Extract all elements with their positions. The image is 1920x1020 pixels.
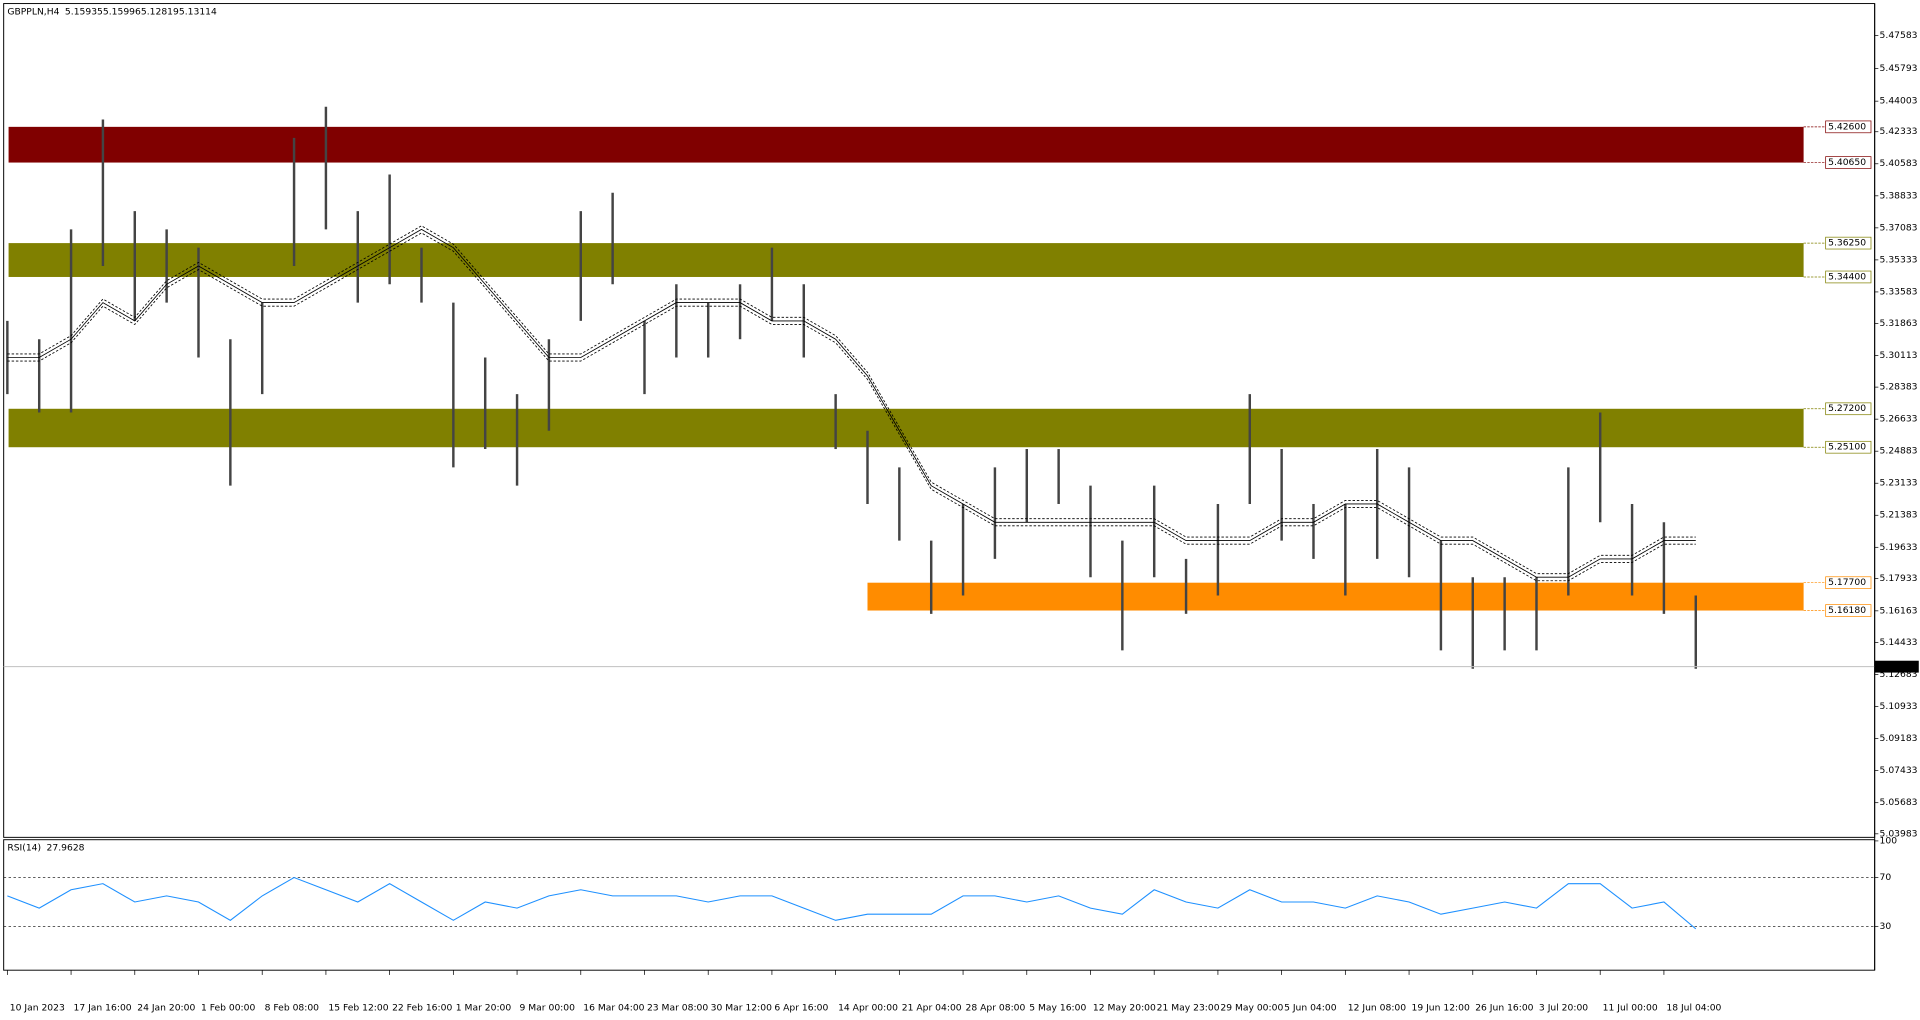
y-tick-label: 5.40583 — [1880, 159, 1918, 169]
zone-label: 5.27200 — [1828, 404, 1866, 414]
y-tick-label: 5.45793 — [1880, 64, 1918, 74]
y-tick-label: 5.17933 — [1880, 574, 1918, 584]
high: 5.15996 — [103, 7, 141, 17]
y-tick-label: 70 — [1880, 873, 1892, 883]
rsi-title: RSI(14) — [7, 844, 41, 854]
zone — [8, 408, 1804, 448]
zone — [867, 582, 1804, 611]
x-tick-label: 17 Jan 16:00 — [74, 1004, 132, 1014]
symbol: GBPPLN,H4 — [7, 7, 59, 17]
y-tick-label: 30 — [1880, 922, 1892, 932]
x-tick-label: 14 Apr 00:00 — [838, 1004, 898, 1014]
zone-label: 5.34400 — [1828, 273, 1866, 283]
x-tick-label: 1 Mar 20:00 — [456, 1004, 512, 1014]
x-tick-label: 30 Mar 12:00 — [711, 1004, 773, 1014]
y-tick-label: 5.26633 — [1880, 415, 1918, 425]
y-tick-label: 5.44003 — [1880, 97, 1918, 107]
y-tick-label: 5.31863 — [1880, 319, 1918, 329]
x-tick-label: 9 Mar 00:00 — [520, 1004, 576, 1014]
y-tick-label: 5.16163 — [1880, 606, 1918, 616]
zone — [8, 126, 1804, 163]
x-tick-label: 24 Jan 20:00 — [137, 1004, 195, 1014]
zone — [8, 243, 1804, 277]
y-tick-label: 100 — [1880, 836, 1898, 846]
x-tick-label: 29 May 00:00 — [1220, 1004, 1283, 1014]
x-tick-label: 12 May 20:00 — [1093, 1004, 1156, 1014]
x-tick-label: 5 May 16:00 — [1029, 1004, 1086, 1014]
ma-line — [7, 228, 1696, 578]
y-tick-label: 5.10933 — [1880, 702, 1918, 712]
x-tick-label: 16 Mar 04:00 — [583, 1004, 645, 1014]
x-tick-label: 23 Mar 08:00 — [647, 1004, 709, 1014]
x-tick-label: 12 Jun 08:00 — [1348, 1004, 1407, 1014]
zone-label: 5.16180 — [1828, 606, 1866, 616]
y-tick-label: 5.12683 — [1880, 670, 1918, 680]
header: GBPPLN,H4 5.15935 5.15996 5.12819 5.1311… — [7, 7, 217, 17]
zone-label: 5.40650 — [1828, 158, 1866, 168]
y-tick-label: 5.35333 — [1880, 255, 1918, 265]
x-tick-label: 19 Jun 12:00 — [1412, 1004, 1471, 1014]
low: 5.12819 — [141, 7, 179, 17]
rsi-frame — [3, 839, 1876, 971]
zone-label-box — [1825, 440, 1872, 454]
y-tick-label: 5.14433 — [1880, 638, 1918, 648]
x-tick-label: 21 May 23:00 — [1157, 1004, 1220, 1014]
y-tick-label: 5.38833 — [1880, 191, 1918, 201]
x-tick-label: 6 Apr 16:00 — [774, 1004, 828, 1014]
y-tick-label: 5.33583 — [1880, 288, 1918, 298]
y-tick-label: 5.37083 — [1880, 223, 1918, 233]
y-tick-label: 5.21383 — [1880, 511, 1918, 521]
x-tick-label: 21 Apr 04:00 — [902, 1004, 962, 1014]
x-tick-label: 10 Jan 2023 — [10, 1004, 65, 1014]
zone-label: 5.17700 — [1828, 578, 1866, 588]
ma-band — [7, 225, 1696, 575]
y-tick-label: 5.28383 — [1880, 383, 1918, 393]
x-tick-label: 1 Feb 00:00 — [201, 1004, 256, 1014]
y-tick-label: 5.23133 — [1880, 479, 1918, 489]
zone-label: 5.42600 — [1828, 122, 1866, 132]
close: 5.13114 — [179, 7, 217, 17]
x-tick-label: 8 Feb 08:00 — [265, 1004, 320, 1014]
zone-label-box — [1825, 576, 1872, 589]
y-tick-label: 5.03983 — [1880, 829, 1918, 839]
x-tick-label: 3 Jul 20:00 — [1539, 1004, 1588, 1014]
zone-label: 5.36250 — [1828, 239, 1866, 249]
x-tick-label: 15 Feb 12:00 — [328, 1004, 388, 1014]
zone-label-box — [1825, 120, 1872, 134]
y-tick-label: 5.05683 — [1880, 798, 1918, 808]
y-tick-label: 5.09183 — [1880, 734, 1918, 744]
ma-band — [7, 232, 1696, 582]
y-tick-label: 5.30113 — [1880, 351, 1918, 361]
y-tick-label: 5.24883 — [1880, 447, 1918, 457]
zone-label: 5.25100 — [1828, 443, 1866, 453]
zone-label-box — [1825, 270, 1872, 284]
rsi-line — [7, 876, 1697, 930]
y-tick-label: 5.47583 — [1880, 31, 1918, 41]
zone-label-box — [1825, 402, 1872, 416]
y-tick-label: 5.19633 — [1880, 543, 1918, 553]
current-price-box — [1874, 660, 1919, 673]
zone-label-box — [1825, 604, 1872, 617]
y-tick-label: 5.42333 — [1880, 127, 1918, 137]
x-tick-label: 28 Apr 08:00 — [966, 1004, 1026, 1014]
x-tick-label: 18 Jul 04:00 — [1666, 1004, 1721, 1014]
rsi-last: 27.9628 — [47, 844, 85, 854]
current-price-label: 5.13114 — [1877, 662, 1915, 672]
open: 5.15935 — [65, 7, 103, 17]
x-tick-label: 26 Jun 16:00 — [1475, 1004, 1534, 1014]
zone-label-box — [1825, 156, 1872, 169]
x-tick-label: 11 Jul 00:00 — [1603, 1004, 1658, 1014]
x-tick-label: 22 Feb 16:00 — [392, 1004, 452, 1014]
zone-label-box — [1825, 236, 1872, 250]
x-tick-label: 5 Jun 04:00 — [1284, 1004, 1337, 1014]
y-tick-label: 5.07433 — [1880, 766, 1918, 776]
